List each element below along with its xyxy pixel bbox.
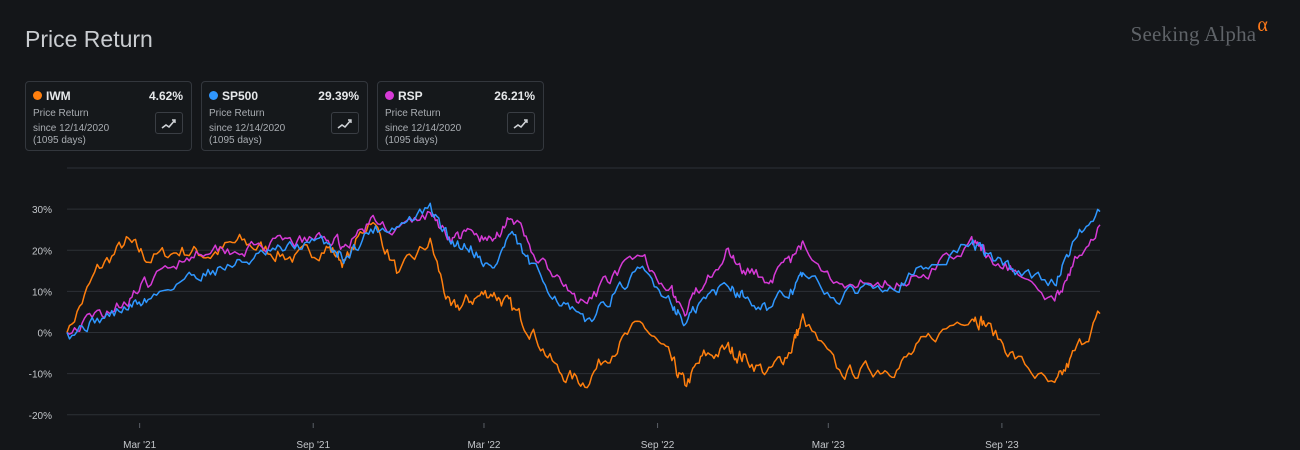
x-tick-label: Sep '23 — [985, 440, 1019, 450]
x-tick-label: Sep '21 — [296, 440, 330, 450]
series-line-iwm — [66, 221, 1101, 389]
logo-alpha-mark: α — [1257, 14, 1268, 36]
ticker-since-label: since 12/14/2020 — [209, 123, 286, 134]
series-color-dot — [209, 91, 218, 100]
x-tick-label: Mar '23 — [812, 440, 845, 450]
chart-line-icon[interactable] — [507, 112, 535, 134]
ticker-metric-label: Price Return — [385, 108, 441, 119]
ticker-card-rsp[interactable]: RSP 26.21% Price Return since 12/14/2020… — [377, 81, 544, 151]
ticker-return-value: 26.21% — [494, 89, 535, 103]
x-tick-label: Mar '21 — [123, 440, 156, 450]
ticker-days-label: (1095 days) — [209, 135, 262, 146]
ticker-card-sp500[interactable]: SP500 29.39% Price Return since 12/14/20… — [201, 81, 368, 151]
ticker-since-label: since 12/14/2020 — [385, 123, 462, 134]
y-tick-label: 10% — [32, 287, 52, 298]
ticker-since-label: since 12/14/2020 — [33, 123, 110, 134]
ticker-return-value: 29.39% — [318, 89, 359, 103]
ticker-days-label: (1095 days) — [385, 135, 438, 146]
ticker-cards: IWM 4.62% Price Return since 12/14/2020 … — [25, 81, 544, 151]
y-tick-label: 30% — [32, 205, 52, 216]
page-title: Price Return — [25, 26, 153, 52]
series-line-sp500 — [66, 202, 1101, 340]
seeking-alpha-logo: Seeking Alphaα — [1130, 14, 1268, 47]
series-color-dot — [385, 91, 394, 100]
y-tick-label: -20% — [29, 411, 52, 422]
ticker-days-label: (1095 days) — [33, 135, 86, 146]
chart-line-icon[interactable] — [155, 112, 183, 134]
price-return-chart[interactable]: 30% 20% 10% 0% -10% -20% Mar '21 Sep '21 Mar '22… — [0, 160, 1300, 450]
ticker-metric-label: Price Return — [33, 108, 89, 119]
y-tick-label: -10% — [29, 370, 52, 381]
logo-text: Seeking Alpha — [1130, 22, 1257, 46]
series-color-dot — [33, 91, 42, 100]
ticker-return-value: 4.62% — [148, 89, 183, 103]
y-tick-label: 20% — [32, 246, 52, 257]
ticker-symbol: RSP — [398, 89, 423, 103]
chart-line-icon[interactable] — [331, 112, 359, 134]
series-line-rsp — [66, 210, 1101, 335]
x-tick-label: Mar '22 — [467, 440, 500, 450]
x-tick-label: Sep '22 — [641, 440, 675, 450]
ticker-card-iwm[interactable]: IWM 4.62% Price Return since 12/14/2020 … — [25, 81, 192, 151]
ticker-symbol: IWM — [46, 89, 71, 103]
ticker-metric-label: Price Return — [209, 108, 265, 119]
y-tick-label: 0% — [38, 329, 53, 340]
ticker-symbol: SP500 — [222, 89, 259, 103]
